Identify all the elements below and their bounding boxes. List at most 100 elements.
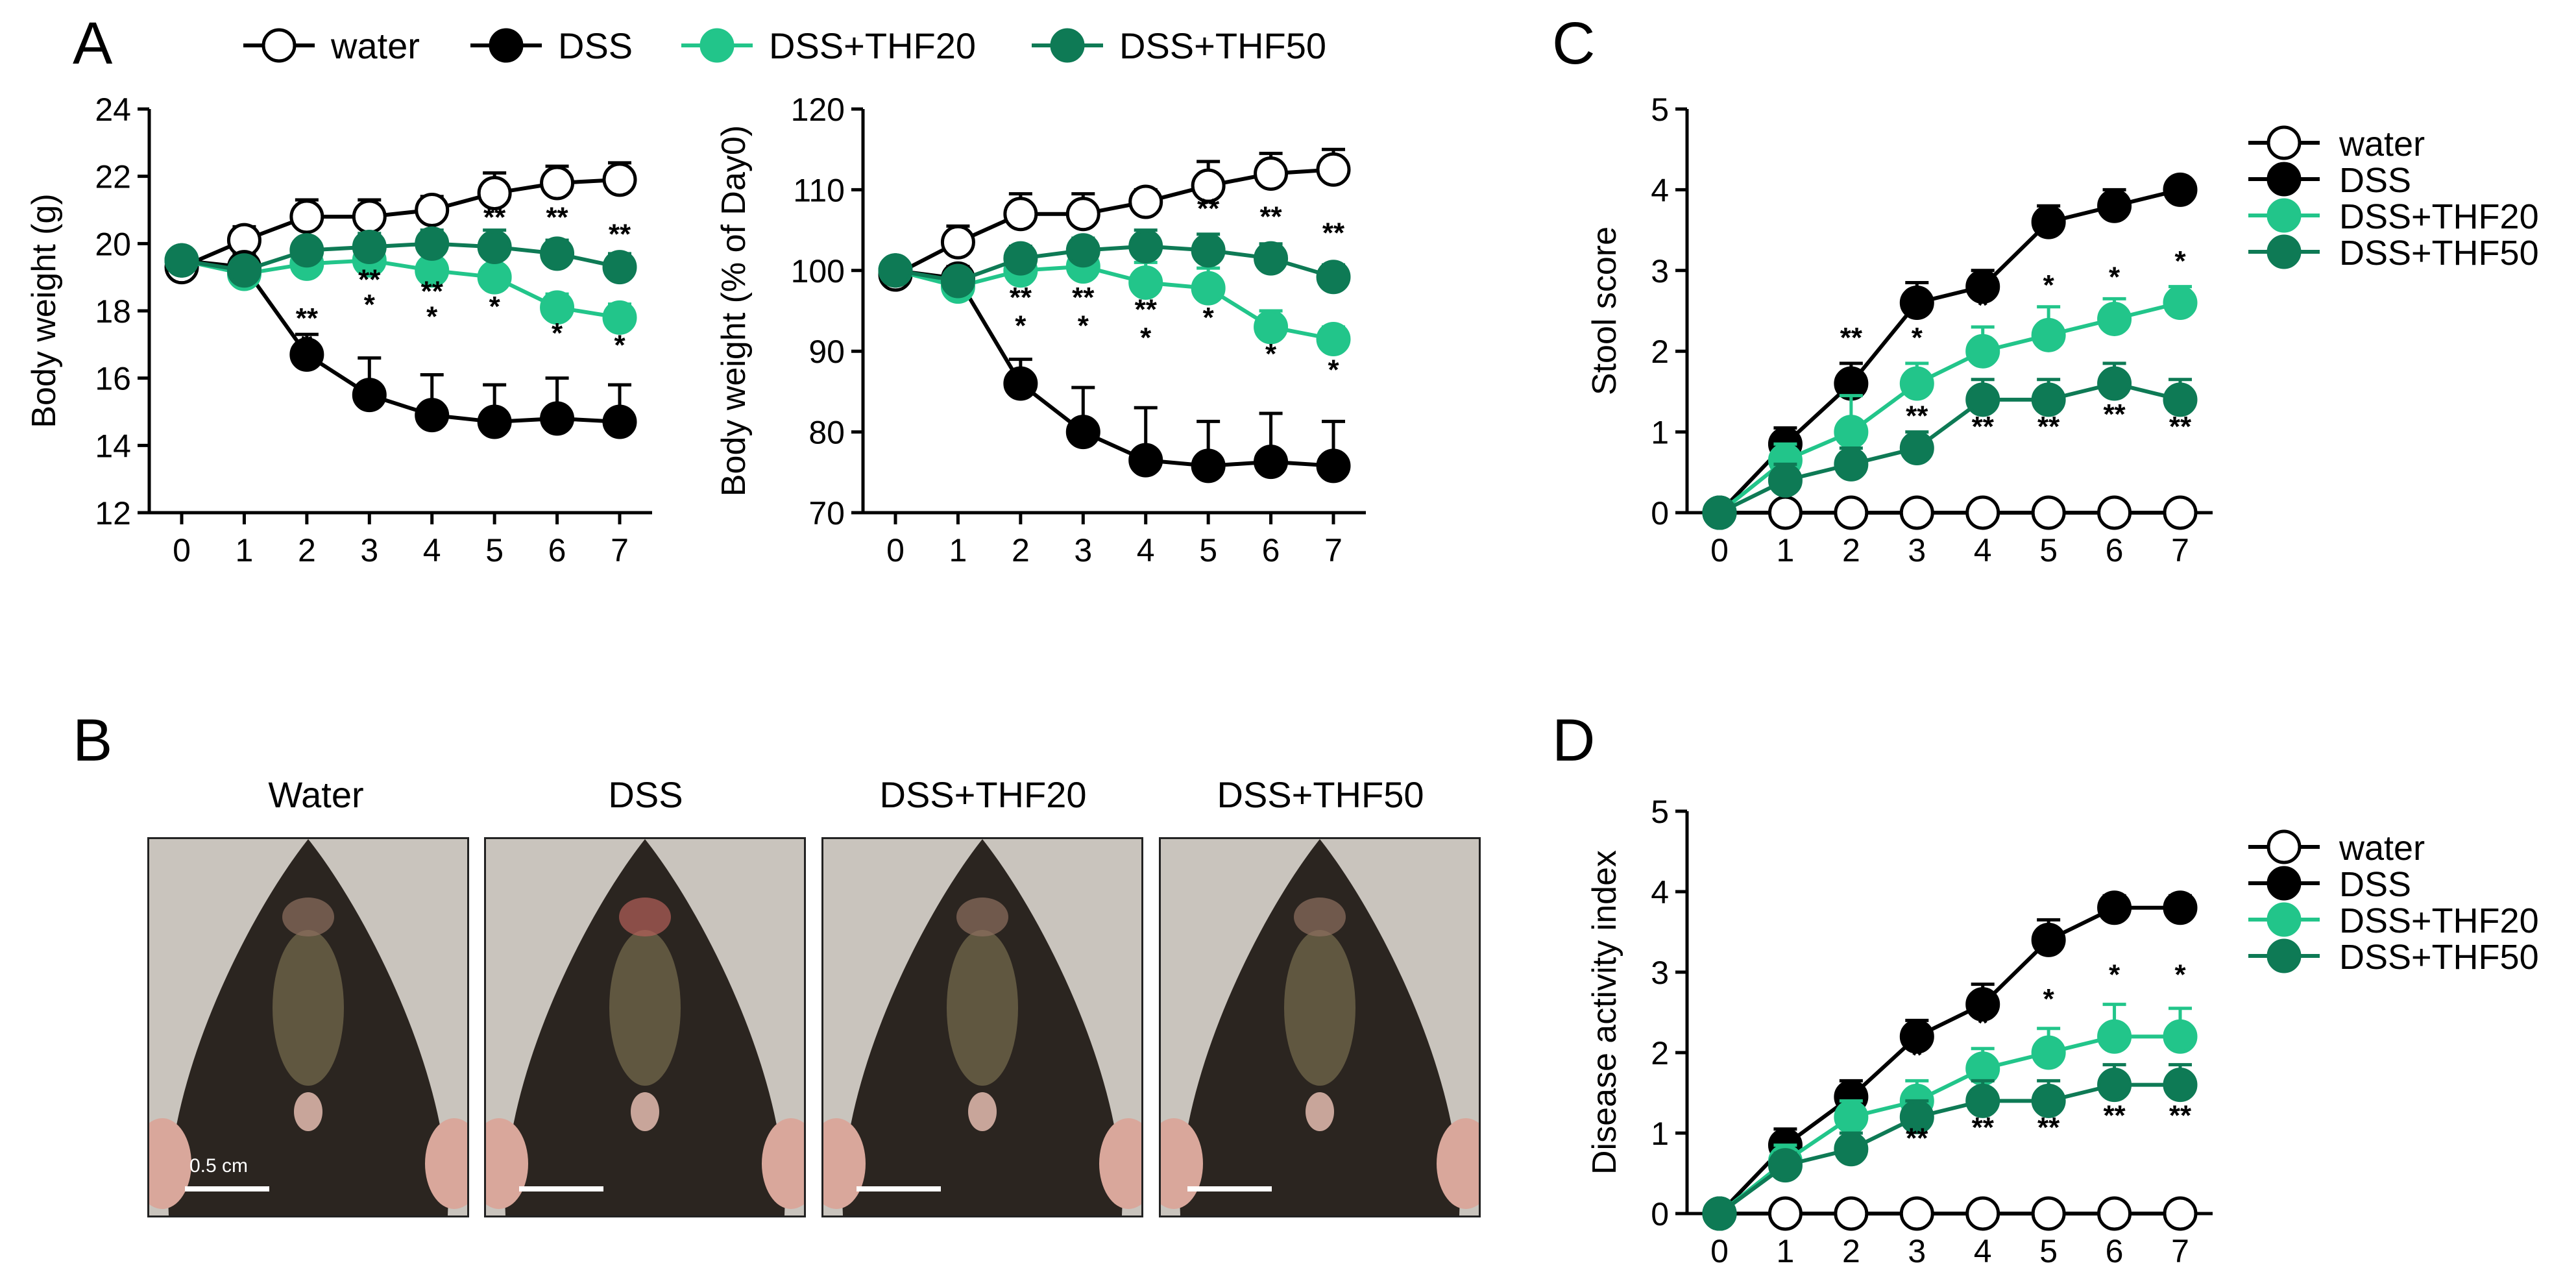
data-point — [1254, 156, 1289, 191]
data-point — [2031, 1083, 2066, 1118]
panel-letter-d: D — [1552, 707, 1595, 774]
data-point — [1834, 415, 1869, 450]
significance-marker: ** — [1840, 322, 1863, 354]
y-tick-label: 5 — [1651, 92, 1669, 128]
significance-marker: * — [301, 328, 313, 360]
data-point — [352, 230, 387, 265]
photo-dss-thf20 — [821, 837, 1143, 1217]
data-point — [540, 236, 575, 271]
x-tick-label: 0 — [1710, 1233, 1729, 1269]
y-axis-label: Body weight (% of Day0) — [715, 125, 753, 496]
x-tick-label: 6 — [1262, 532, 1280, 568]
data-point — [1128, 184, 1163, 219]
data-point — [1702, 495, 1737, 530]
series-dss-thf50 — [1702, 361, 2198, 530]
mouse-photo-image — [149, 839, 467, 1216]
series-dss-thf50 — [878, 228, 1351, 299]
legend-marker — [2266, 866, 2302, 901]
x-tick-label: 6 — [548, 532, 566, 568]
data-point — [289, 199, 324, 234]
data-point — [1768, 1196, 1803, 1231]
significance-marker: ** — [546, 201, 568, 233]
legend-label: DSS+THF50 — [2339, 234, 2539, 273]
data-point — [2097, 890, 2132, 925]
significance-marker: * — [1203, 302, 1215, 334]
legend-marker — [2266, 234, 2302, 269]
significance-marker: * — [1265, 338, 1277, 370]
data-point — [2163, 382, 2198, 417]
data-point — [1965, 987, 2000, 1022]
series-water — [164, 161, 637, 285]
data-point — [1191, 168, 1226, 203]
data-point — [477, 404, 512, 439]
data-point — [226, 253, 261, 288]
legend-marker — [2266, 829, 2302, 864]
panel-letter-b: B — [73, 707, 112, 774]
significance-marker: * — [1140, 322, 1152, 354]
data-point — [940, 225, 975, 260]
significance-marker: ** — [1906, 1122, 1928, 1154]
mouse-photo-image — [1161, 839, 1479, 1216]
data-point — [1899, 366, 1934, 401]
data-point — [2031, 922, 2066, 957]
data-point — [2097, 301, 2132, 336]
data-point — [2031, 1035, 2066, 1070]
significance-marker: * — [2174, 959, 2186, 991]
mouse-belly-patch — [947, 930, 1018, 1086]
x-tick-label: 3 — [1908, 1233, 1926, 1269]
significance-marker: * — [2043, 269, 2055, 301]
data-point — [540, 290, 575, 325]
anal-region — [282, 898, 334, 936]
y-tick-label: 14 — [95, 428, 131, 464]
significance-marker: * — [1078, 310, 1089, 341]
significance-marker: ** — [1322, 217, 1345, 249]
legend-label: DSS+THF20 — [769, 25, 976, 66]
mouse-belly-patch — [609, 930, 681, 1086]
significance-marker: ** — [296, 302, 319, 334]
y-tick-label: 5 — [1651, 794, 1669, 830]
legend-item-water: water — [243, 25, 420, 66]
legend-marker — [699, 28, 735, 63]
significance-marker: ** — [1906, 400, 1928, 432]
data-point — [1191, 448, 1226, 483]
photo-dss — [484, 837, 806, 1217]
data-point — [2163, 890, 2198, 925]
x-tick-label: 1 — [1777, 1233, 1795, 1269]
mouse-belly-patch — [1284, 930, 1355, 1086]
x-tick-label: 2 — [298, 532, 316, 568]
y-axis-label: Body weight (g) — [25, 193, 63, 428]
significance-marker: * — [2043, 983, 2055, 1015]
data-point — [1065, 233, 1100, 268]
data-point — [602, 250, 637, 285]
significance-marker: ** — [2103, 398, 2126, 430]
data-point — [1316, 260, 1351, 295]
significance-marker: ** — [2169, 1100, 2192, 1132]
legend-item-dss: DSS — [2248, 161, 2411, 200]
legend-item-dss-thf50: DSS+THF50 — [1032, 25, 1326, 66]
y-tick-label: 3 — [1651, 955, 1669, 991]
significance-marker: ** — [2037, 411, 2060, 443]
x-tick-label: 5 — [2039, 1233, 2058, 1269]
data-point — [1128, 265, 1163, 300]
significance-marker: * — [2109, 262, 2120, 293]
y-tick-label: 110 — [793, 172, 845, 208]
data-point — [352, 199, 387, 234]
legend-marker — [1050, 28, 1085, 63]
mouse-photo-image — [823, 839, 1141, 1216]
data-point — [1899, 495, 1934, 530]
y-tick-label: 12 — [95, 495, 131, 532]
significance-marker: ** — [358, 263, 381, 295]
data-point — [2031, 204, 2066, 239]
legend-label: DSS+THF50 — [1119, 25, 1326, 66]
significance-marker: * — [2174, 245, 2186, 277]
data-point — [1965, 269, 2000, 304]
data-point — [1191, 271, 1226, 306]
genital-papilla — [631, 1092, 659, 1131]
y-tick-label: 20 — [95, 226, 131, 262]
x-tick-label: 3 — [360, 532, 378, 568]
anal-region — [1294, 898, 1346, 936]
x-tick-label: 7 — [2171, 532, 2189, 568]
data-point — [1834, 1132, 1869, 1167]
legend-marker — [2266, 938, 2302, 973]
legend-label: DSS+THF20 — [2339, 901, 2539, 940]
